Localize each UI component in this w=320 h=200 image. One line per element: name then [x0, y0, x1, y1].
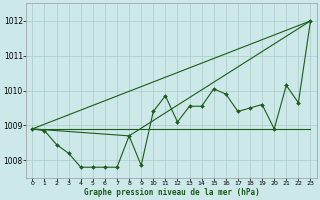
- X-axis label: Graphe pression niveau de la mer (hPa): Graphe pression niveau de la mer (hPa): [84, 188, 259, 197]
